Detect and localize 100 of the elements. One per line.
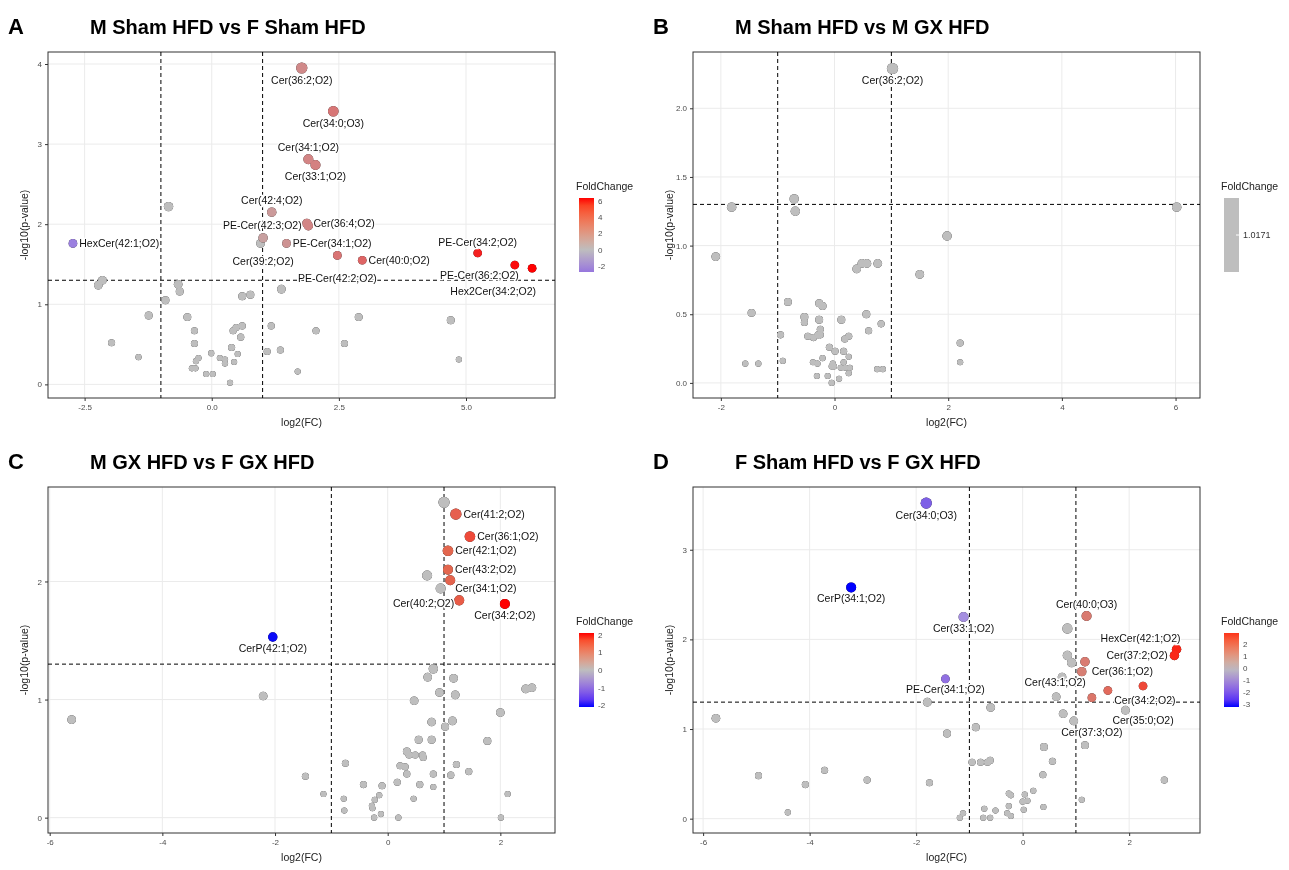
- color-bar-label: 4: [598, 212, 603, 222]
- point: [783, 297, 792, 306]
- annotation: Cer(36:2;O2): [861, 74, 924, 87]
- y-tick-label: 1.0: [675, 241, 688, 251]
- x-tick-label: 2: [946, 402, 952, 412]
- x-tick-label: 6: [1173, 402, 1179, 412]
- point: [825, 343, 833, 351]
- point: [958, 611, 969, 622]
- point: [377, 811, 384, 818]
- annotation: CerP(42:1;O2): [238, 641, 307, 654]
- point: [711, 252, 721, 261]
- point: [232, 323, 240, 332]
- point: [267, 207, 277, 217]
- x-tick-label: -4: [159, 837, 167, 847]
- annotation: Cer(34:2;O2): [474, 608, 536, 621]
- point: [226, 379, 234, 386]
- point: [863, 776, 871, 784]
- point: [1048, 757, 1057, 765]
- point: [941, 674, 950, 684]
- point: [354, 313, 363, 322]
- color-bar-label: -1: [1243, 676, 1251, 686]
- point: [943, 729, 951, 738]
- point: [527, 263, 537, 273]
- text: D: [653, 449, 669, 474]
- annotation: Cer(34:0;O3): [302, 116, 364, 129]
- y-tick-label: 2: [37, 577, 43, 587]
- point: [303, 154, 314, 165]
- point: [359, 781, 368, 789]
- point: [809, 334, 818, 342]
- color-bar-label: -2: [598, 261, 606, 271]
- point: [401, 763, 409, 771]
- point: [821, 766, 829, 774]
- point: [423, 672, 433, 682]
- point: [981, 805, 988, 812]
- point: [845, 370, 852, 377]
- color-bar-label: 0: [598, 245, 603, 255]
- color-scale: FoldChange 1.0171: [1221, 180, 1279, 272]
- point: [1103, 686, 1113, 695]
- point: [814, 360, 821, 367]
- point: [447, 771, 455, 779]
- annotation: Cer(39:2;O2): [232, 254, 294, 267]
- point: [450, 690, 460, 700]
- y-axis-title: -log10(p-value): [18, 189, 30, 261]
- y-tick-label: 0: [37, 813, 43, 823]
- point: [464, 531, 476, 542]
- point: [836, 375, 843, 382]
- text: C: [8, 449, 24, 474]
- point: [959, 810, 967, 817]
- chart-title: F Sham HFD vs F GX HFD: [735, 451, 981, 473]
- point: [277, 284, 286, 294]
- x-axis-title: log2(FC): [281, 416, 322, 428]
- color-bar-label: 0: [1243, 664, 1248, 674]
- y-tick-label: 1: [37, 695, 43, 705]
- color-bar-title: FoldChange: [1221, 615, 1279, 627]
- point: [442, 545, 454, 557]
- chart-title: M GX HFD vs F GX HFD: [90, 451, 315, 473]
- y-tick-label: 2: [37, 220, 43, 230]
- point: [1039, 771, 1047, 779]
- annotation: PE-Cer(34:1;O2): [906, 683, 985, 696]
- annotation: PE-Cer(42:3;O2): [222, 219, 302, 232]
- point: [1078, 796, 1085, 803]
- y-tick-label: 0: [37, 380, 43, 390]
- point: [446, 316, 455, 325]
- color-scale: FoldChange -2 0 2 4 6: [576, 180, 634, 272]
- annotation: HexCer(42:1;O2): [1100, 631, 1181, 644]
- point: [267, 322, 275, 330]
- point: [1051, 692, 1061, 702]
- point: [742, 360, 749, 367]
- color-bar-label: 2: [1243, 640, 1248, 650]
- x-tick-label: -2: [271, 837, 280, 847]
- point: [1077, 666, 1087, 677]
- color-bar-title: FoldChange: [576, 180, 634, 192]
- annotation: Cer(43:1;O2): [1024, 676, 1086, 689]
- point: [258, 233, 268, 243]
- y-tick-label: 0: [682, 814, 688, 824]
- point: [1081, 611, 1092, 622]
- y-tick-label: 1: [37, 300, 43, 310]
- point: [711, 713, 721, 723]
- point: [108, 339, 116, 347]
- point: [1005, 803, 1012, 810]
- point: [237, 333, 245, 341]
- point: [754, 772, 763, 780]
- point: [238, 292, 247, 301]
- annotation: Cer(37:2;O2): [1106, 649, 1168, 662]
- color-bar-label: 2: [598, 630, 603, 640]
- point: [395, 814, 402, 821]
- point: [879, 366, 886, 373]
- point: [956, 339, 964, 347]
- point: [192, 358, 200, 365]
- point: [221, 360, 229, 367]
- point: [819, 355, 826, 362]
- point: [216, 354, 223, 362]
- x-tick-label: -2: [913, 837, 921, 847]
- point: [409, 696, 419, 706]
- point: [779, 357, 786, 364]
- x-tick-label: -4: [806, 837, 815, 847]
- point: [504, 790, 511, 798]
- point: [68, 239, 78, 248]
- y-axis-title: -log10(p-value): [663, 189, 675, 261]
- point: [161, 296, 170, 305]
